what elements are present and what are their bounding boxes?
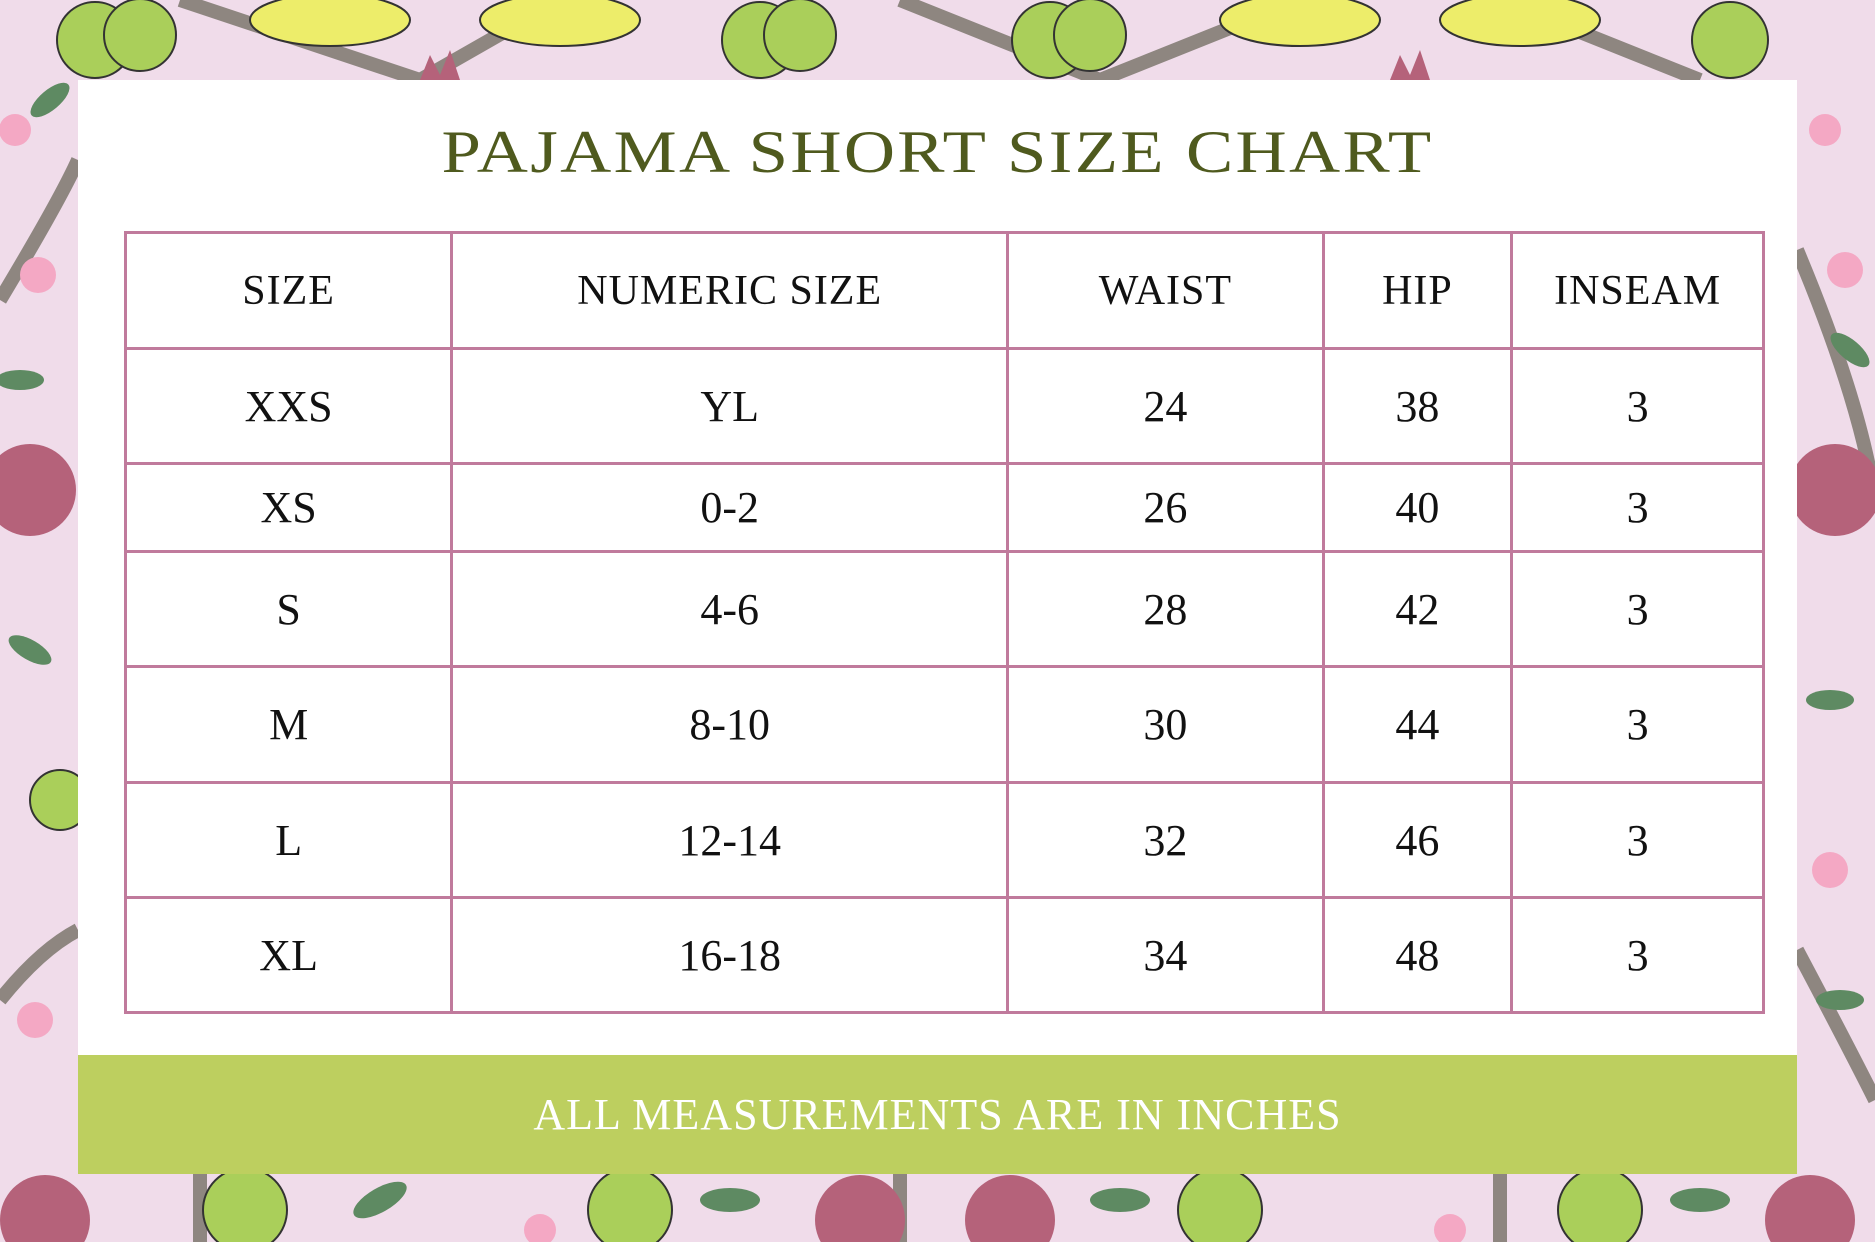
- cell-size: M: [123, 665, 454, 784]
- cell-numeric-size: YL: [450, 347, 1010, 465]
- table-header-row: SIZE NUMERIC SIZE WAIST HIP INSEAM: [123, 231, 1765, 350]
- table-row: XS 0-2 26 40 3: [123, 462, 1765, 553]
- cell-numeric-size: 16-18: [450, 896, 1010, 1014]
- page-title: PAJAMA SHORT SIZE CHART: [441, 119, 1434, 185]
- header-inseam: INSEAM: [1510, 231, 1765, 350]
- cell-hip: 48: [1321, 896, 1514, 1014]
- table-row: S 4-6 28 42 3: [123, 550, 1765, 668]
- footer-note: ALL MEASUREMENTS ARE IN INCHES: [533, 1090, 1342, 1139]
- header-waist: WAIST: [1006, 231, 1325, 350]
- cell-numeric-size: 4-6: [450, 550, 1010, 668]
- cell-waist: 28: [1006, 550, 1325, 668]
- cell-hip: 46: [1321, 781, 1514, 899]
- cell-waist: 34: [1006, 896, 1325, 1014]
- cell-hip: 44: [1321, 665, 1514, 784]
- cell-inseam: 3: [1510, 347, 1765, 465]
- cell-size: XXS: [123, 347, 454, 465]
- cell-hip: 40: [1321, 462, 1514, 553]
- cell-hip: 42: [1321, 550, 1514, 668]
- cell-waist: 24: [1006, 347, 1325, 465]
- footer-banner: ALL MEASUREMENTS ARE IN INCHES: [78, 1055, 1797, 1174]
- cell-waist: 26: [1006, 462, 1325, 553]
- cell-inseam: 3: [1510, 896, 1765, 1014]
- size-chart-table: SIZE NUMERIC SIZE WAIST HIP INSEAM XXS YL…: [123, 231, 1765, 1014]
- header-hip: HIP: [1321, 231, 1514, 350]
- table-row: M 8-10 30 44 3: [123, 665, 1765, 784]
- cell-inseam: 3: [1510, 665, 1765, 784]
- cell-inseam: 3: [1510, 462, 1765, 553]
- cell-inseam: 3: [1510, 550, 1765, 668]
- table-row: XXS YL 24 38 3: [123, 347, 1765, 465]
- cell-size: L: [123, 781, 454, 899]
- cell-numeric-size: 8-10: [450, 665, 1010, 784]
- cell-size: XS: [123, 462, 454, 553]
- table-row: XL 16-18 34 48 3: [123, 896, 1765, 1014]
- cell-size: S: [123, 550, 454, 668]
- header-numeric-size: NUMERIC SIZE: [450, 231, 1010, 350]
- cell-size: XL: [123, 896, 454, 1014]
- cell-waist: 32: [1006, 781, 1325, 899]
- cell-numeric-size: 12-14: [450, 781, 1010, 899]
- cell-hip: 38: [1321, 347, 1514, 465]
- cell-waist: 30: [1006, 665, 1325, 784]
- table-row: L 12-14 32 46 3: [123, 781, 1765, 899]
- cell-inseam: 3: [1510, 781, 1765, 899]
- cell-numeric-size: 0-2: [450, 462, 1010, 553]
- header-size: SIZE: [123, 231, 454, 350]
